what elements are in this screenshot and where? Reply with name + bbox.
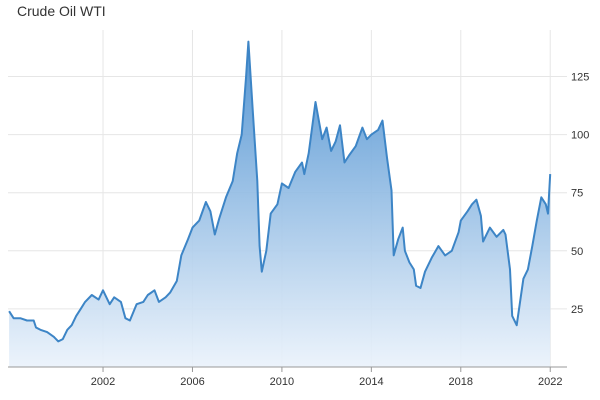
price-line xyxy=(8,40,552,343)
y-tick-label: 25 xyxy=(571,304,583,316)
y-tick-label: 75 xyxy=(571,188,583,200)
x-tick-label: 2002 xyxy=(91,376,115,388)
x-tick-label: 2010 xyxy=(270,376,294,388)
x-tick-label: 2022 xyxy=(538,376,562,388)
y-tick-label: 125 xyxy=(571,71,589,83)
chart-title: Crude Oil WTI xyxy=(17,3,106,19)
x-tick-label: 2018 xyxy=(449,376,473,388)
y-tick-label: 50 xyxy=(571,246,583,258)
y-tick-label: 100 xyxy=(571,130,589,142)
x-tick-label: 2006 xyxy=(180,376,204,388)
x-tick-label: 2014 xyxy=(359,376,383,388)
y-axis-ticks: 25 50 75 100 125 xyxy=(571,71,589,315)
x-axis-ticks: 2002 2006 2010 2014 2018 2022 xyxy=(91,367,562,388)
price-area xyxy=(9,41,551,367)
